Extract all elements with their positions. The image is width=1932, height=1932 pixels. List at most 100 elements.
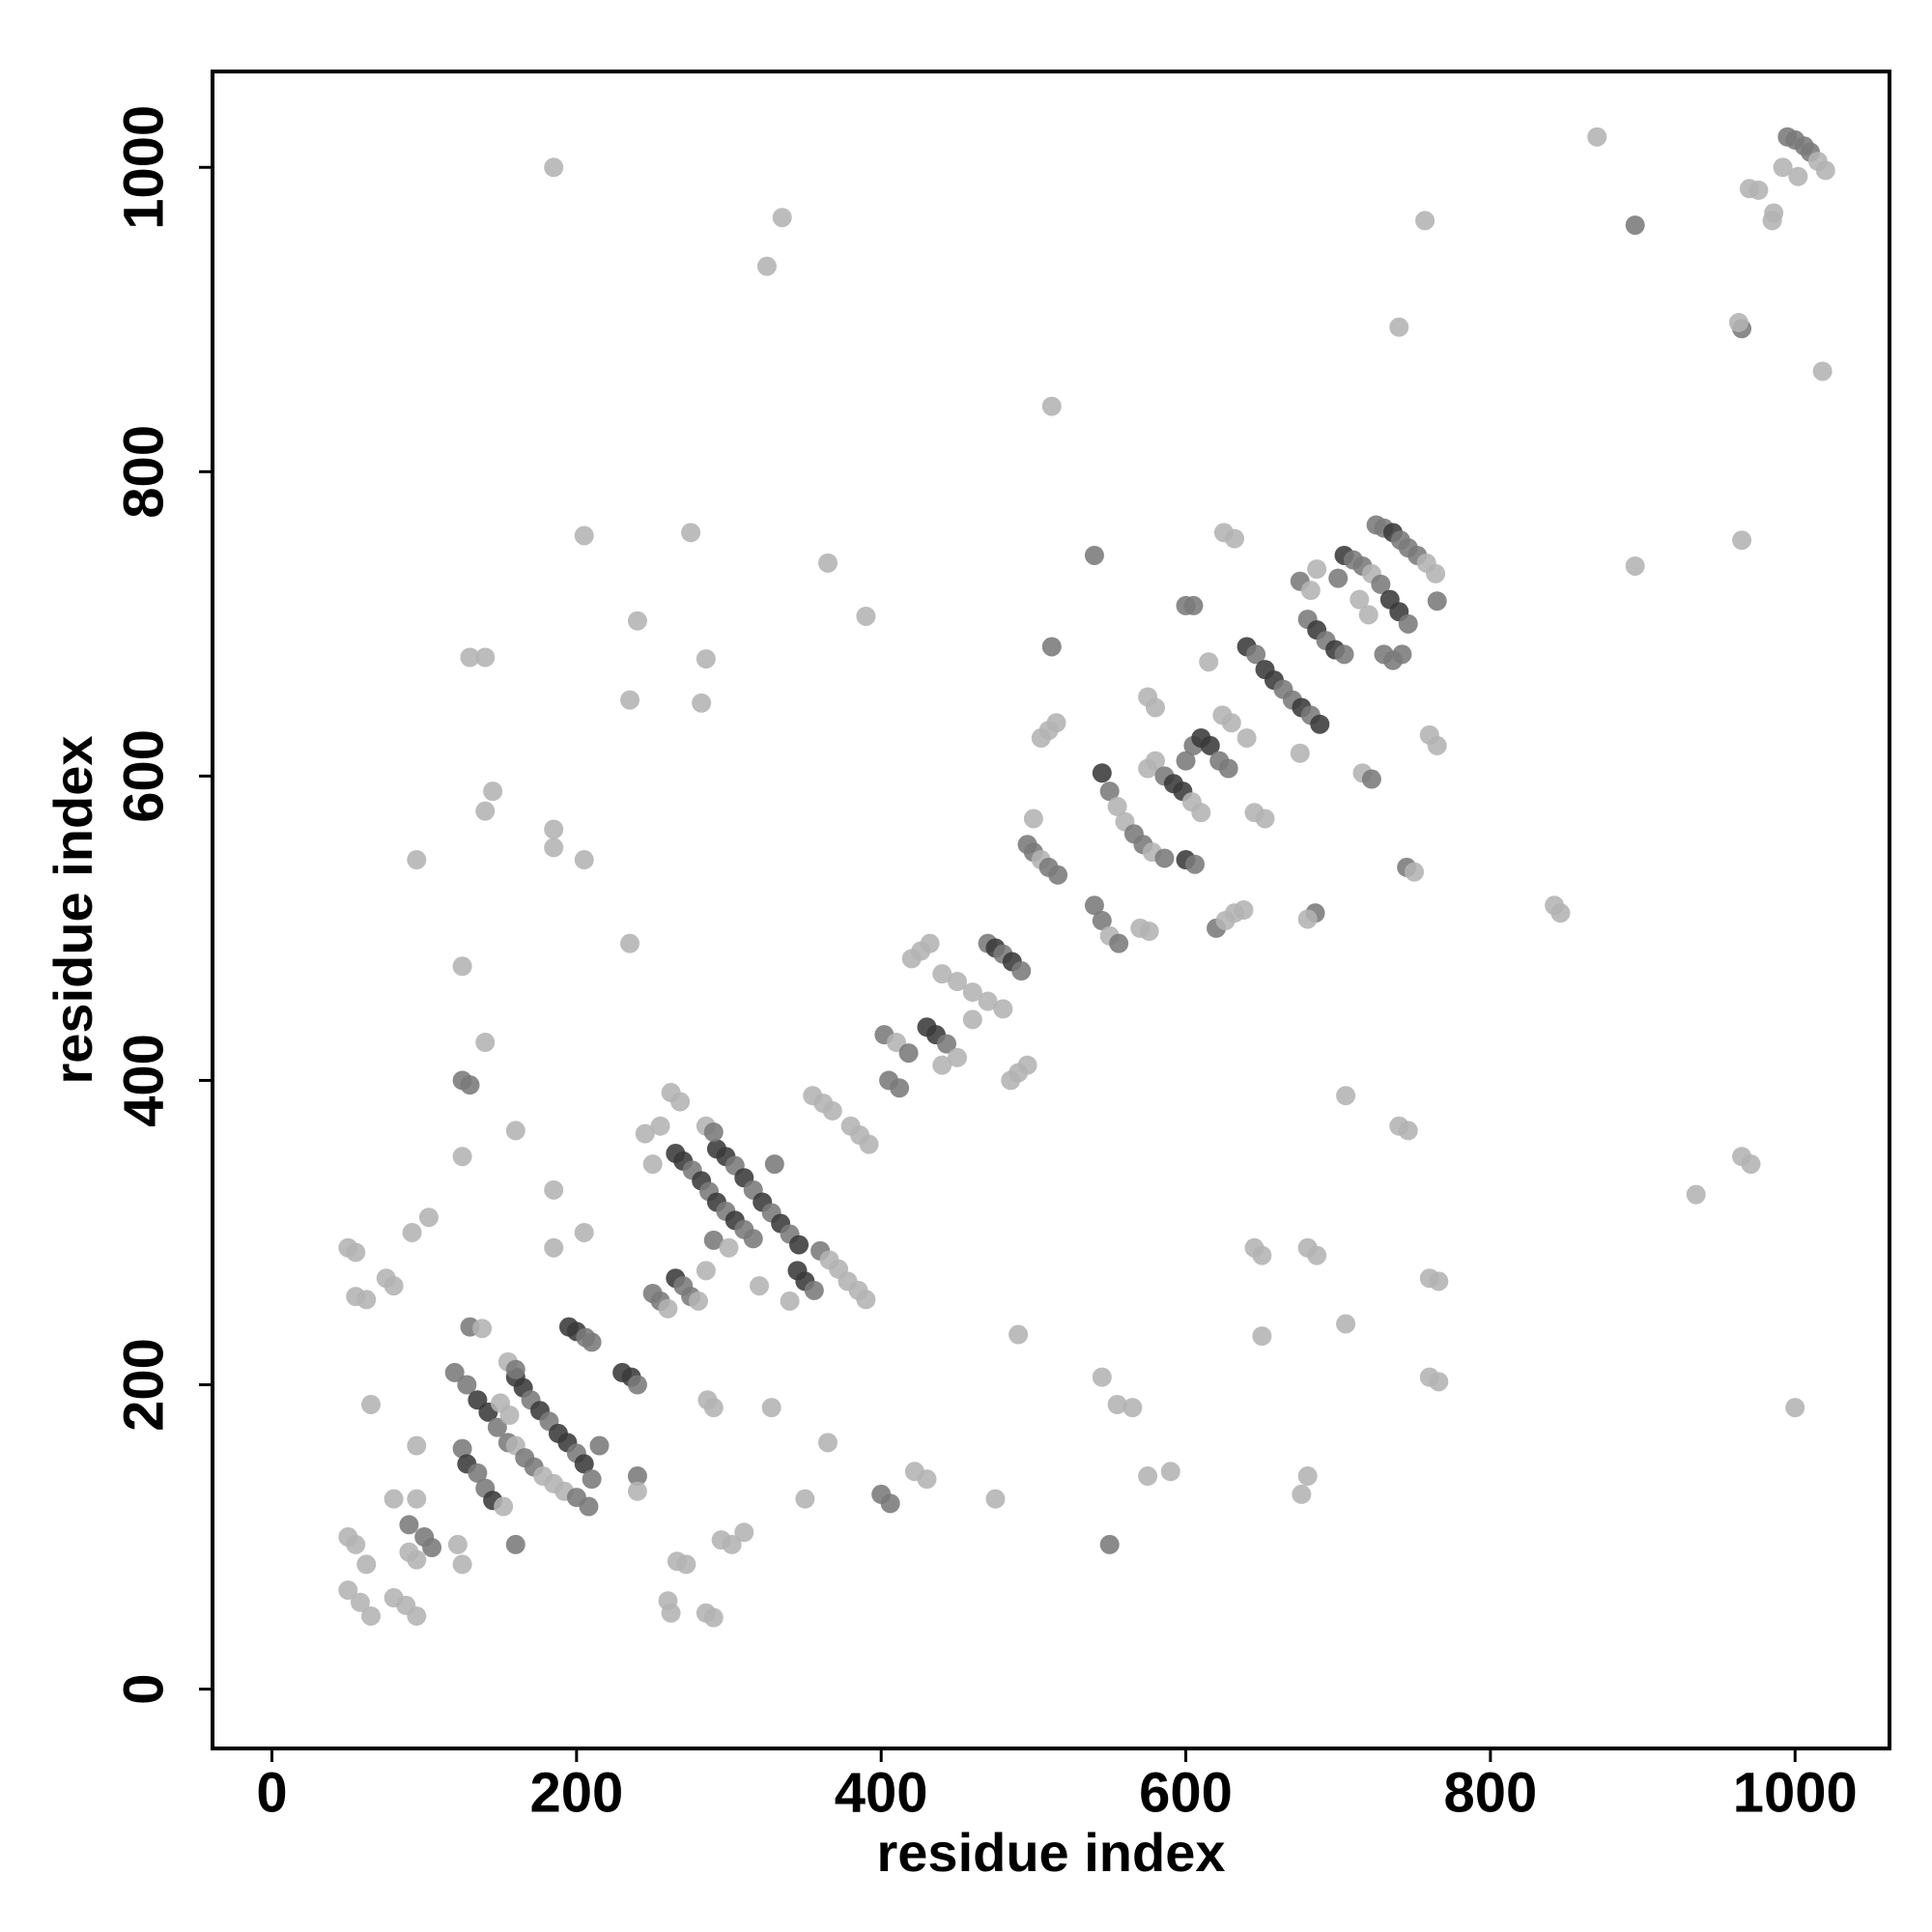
point: [890, 1078, 910, 1098]
point: [1107, 796, 1127, 816]
point: [346, 1534, 366, 1554]
point: [670, 1092, 691, 1112]
point: [1252, 1245, 1272, 1265]
point: [620, 690, 640, 710]
point: [544, 157, 564, 178]
point: [1218, 758, 1238, 779]
point: [780, 1291, 800, 1311]
point: [985, 1489, 1006, 1509]
point: [1361, 769, 1381, 789]
point: [472, 1319, 493, 1339]
point: [1812, 361, 1833, 382]
point: [661, 1603, 681, 1623]
point: [1109, 933, 1129, 953]
point: [350, 1592, 370, 1612]
point: [635, 1123, 655, 1144]
point: [650, 1116, 670, 1136]
point: [1625, 555, 1645, 576]
point: [487, 1417, 507, 1437]
point: [444, 1362, 465, 1382]
point: [1415, 211, 1435, 231]
point: [859, 1134, 879, 1154]
point: [1728, 312, 1748, 332]
point: [1788, 166, 1808, 186]
point: [1300, 581, 1321, 601]
point: [1154, 848, 1175, 868]
point: [384, 1489, 404, 1509]
point: [1146, 751, 1166, 771]
point: [962, 982, 982, 1003]
point: [422, 1538, 442, 1558]
point: [1307, 1245, 1327, 1265]
point: [376, 1268, 396, 1289]
point: [1426, 563, 1446, 583]
point: [1762, 211, 1782, 231]
y-tick-label: 400: [112, 1034, 175, 1127]
point: [658, 1298, 678, 1319]
point: [1099, 781, 1120, 802]
point: [932, 964, 952, 984]
point: [1107, 1394, 1127, 1414]
x-tick-label: 800: [1444, 1761, 1538, 1824]
point: [1234, 900, 1254, 920]
point: [338, 1580, 358, 1601]
point: [1176, 751, 1196, 771]
point: [1160, 1462, 1180, 1482]
point: [574, 526, 594, 546]
x-tick-label: 200: [529, 1761, 623, 1824]
point: [904, 1462, 924, 1482]
point: [722, 1534, 742, 1554]
point: [452, 956, 472, 977]
point: [544, 819, 564, 839]
point: [962, 1009, 982, 1030]
point: [505, 1121, 526, 1141]
point: [1398, 613, 1418, 634]
point: [692, 693, 712, 713]
point: [772, 208, 792, 228]
point: [1252, 1326, 1272, 1347]
point: [1236, 727, 1257, 748]
x-tick-label: 1000: [1733, 1761, 1858, 1824]
point: [346, 1242, 366, 1263]
point: [452, 1147, 472, 1167]
point: [1398, 1121, 1418, 1141]
point: [468, 1463, 488, 1483]
point: [1686, 1184, 1706, 1205]
point: [734, 1522, 754, 1543]
point: [1732, 530, 1752, 551]
point: [703, 1122, 724, 1142]
point: [544, 1179, 564, 1200]
point: [1017, 1055, 1037, 1075]
point: [1785, 1398, 1805, 1418]
point: [1246, 644, 1266, 665]
point: [1224, 528, 1244, 549]
point: [1292, 1484, 1312, 1504]
point: [452, 1438, 472, 1459]
point: [703, 1607, 724, 1628]
point: [574, 1222, 594, 1242]
point: [1200, 735, 1220, 755]
point: [1429, 1271, 1449, 1292]
point: [1389, 317, 1409, 337]
point: [743, 1229, 763, 1249]
point: [544, 838, 564, 858]
point: [795, 1489, 815, 1509]
point: [1371, 574, 1391, 594]
point: [978, 991, 998, 1011]
point: [1092, 1367, 1112, 1387]
point: [1748, 180, 1769, 200]
point: [1358, 605, 1378, 625]
point: [719, 1237, 739, 1258]
point: [483, 781, 503, 802]
point: [399, 1515, 419, 1535]
point: [1099, 1534, 1120, 1554]
point: [1191, 803, 1211, 823]
point: [402, 1222, 422, 1242]
point: [627, 1375, 647, 1395]
point: [676, 1554, 696, 1575]
point: [1041, 396, 1062, 416]
point: [1550, 903, 1571, 923]
y-tick-label: 600: [112, 729, 175, 823]
point: [948, 1047, 968, 1067]
point: [457, 1375, 477, 1395]
